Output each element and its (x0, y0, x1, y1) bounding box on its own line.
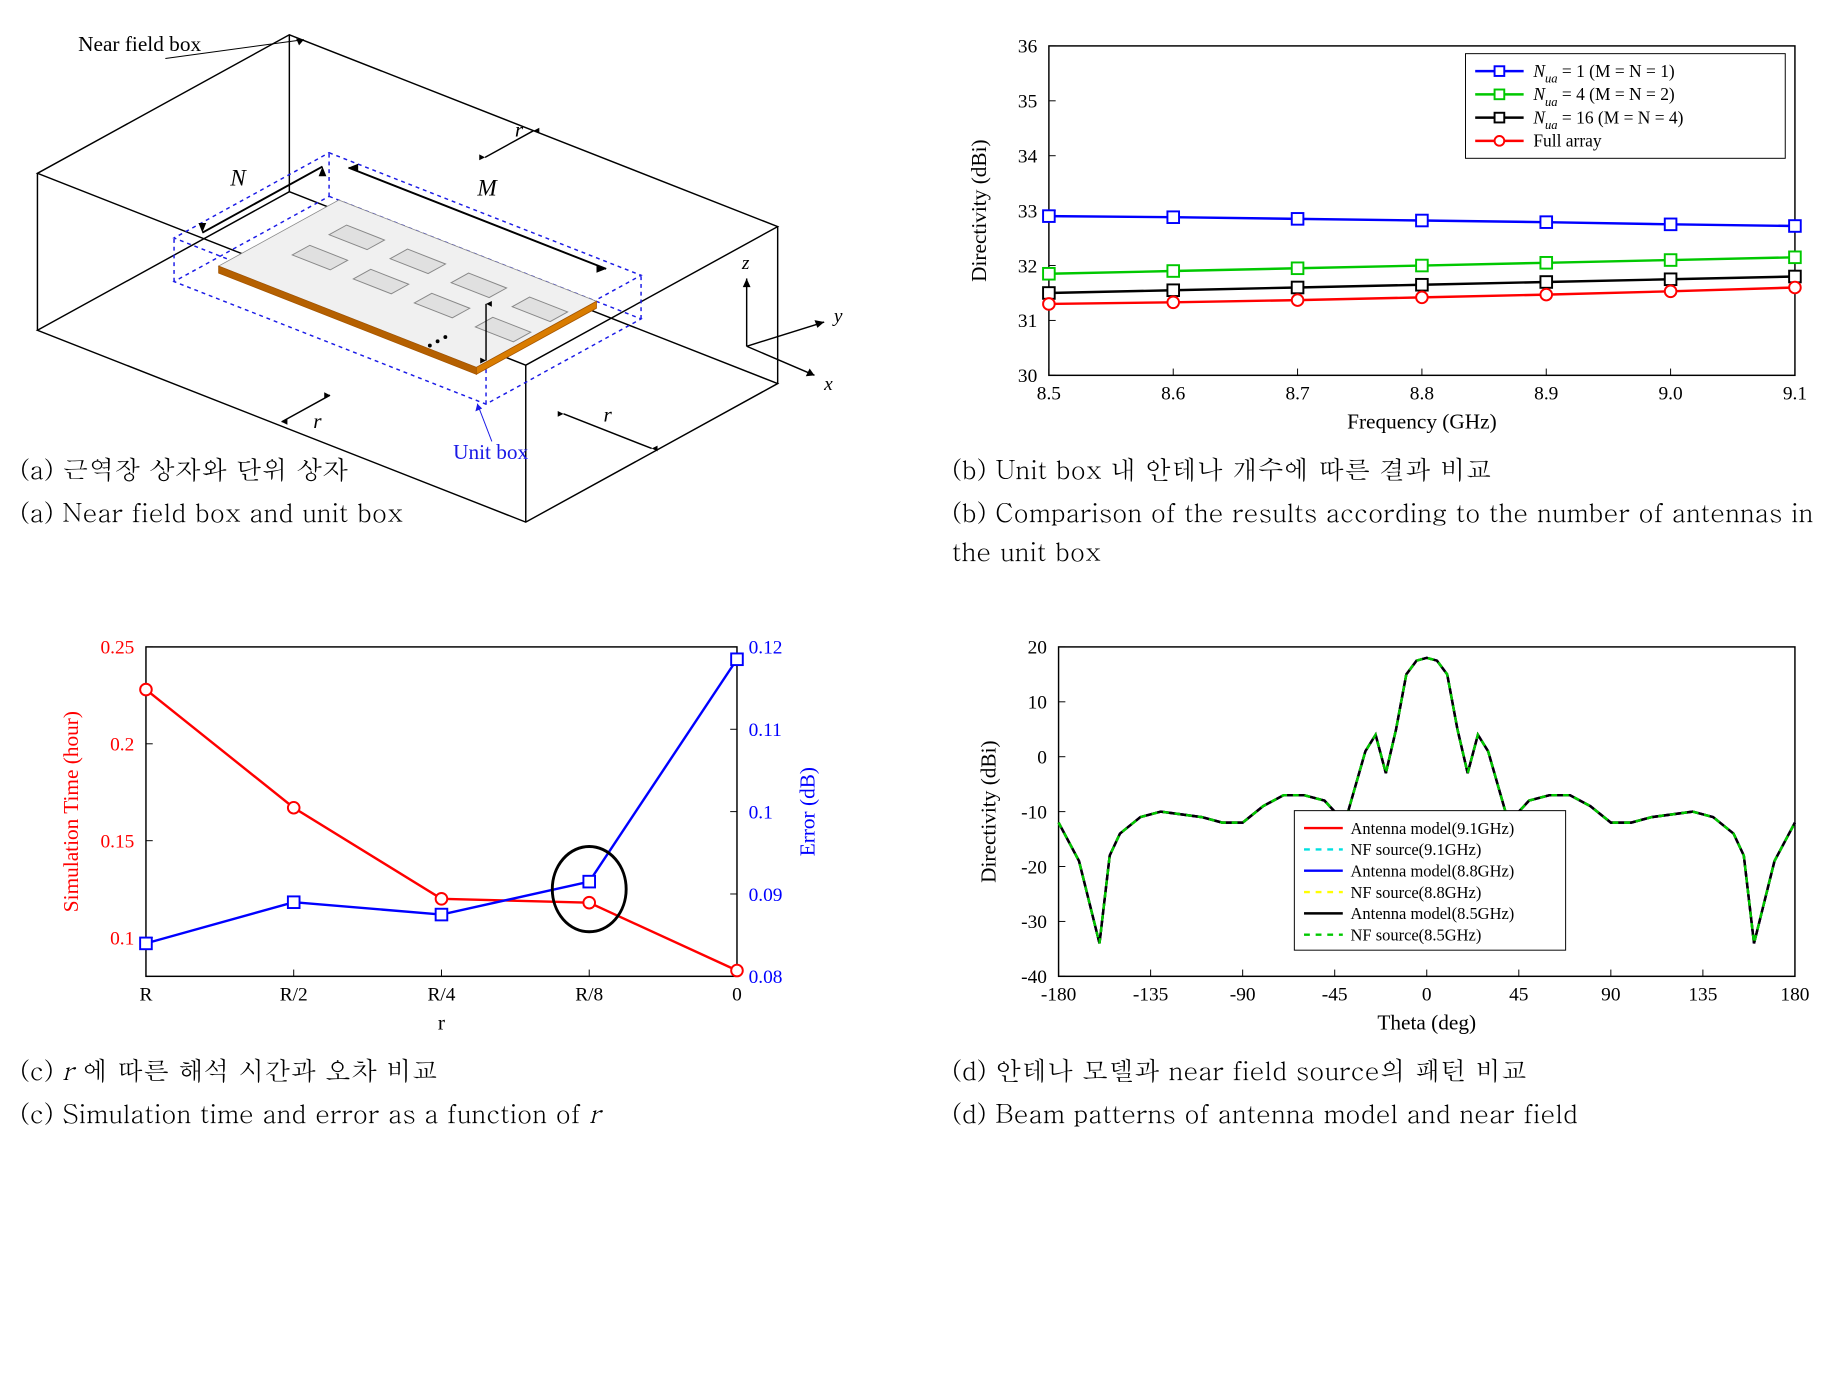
svg-text:9.0: 9.0 (1658, 384, 1682, 405)
panel-b-chart: 8.5 8.6 8.7 8.8 8.9 9.0 9.1 30 31 32 33 34 35 36 Frequ… (952, 20, 1824, 440)
panel-a-caption-ko: (a) 근역장 상자와 단위 상자 (20, 451, 348, 487)
svg-text:9.1: 9.1 (1783, 384, 1807, 405)
panel-a-caption-en: (a) Near field box and unit box (20, 493, 892, 532)
svg-text:Frequency (GHz): Frequency (GHz) (1347, 410, 1497, 434)
svg-text:35: 35 (1018, 92, 1037, 113)
svg-text:x: x (823, 374, 833, 395)
svg-text:Error (dB): Error (dB) (795, 767, 819, 856)
svg-text:8.9: 8.9 (1534, 384, 1558, 405)
svg-text:135: 135 (1688, 985, 1717, 1006)
svg-text:-135: -135 (1133, 985, 1169, 1006)
svg-text:r: r (603, 402, 612, 426)
panel-d: -180-135-90-4504590135180-40-30-20-10010… (952, 621, 1824, 1133)
svg-text:-30: -30 (1021, 912, 1047, 933)
panel-c-caption-en: (c) Simulation time and error as a funct… (20, 1094, 892, 1133)
panel-c-caption-ko: (c) r 에 따른 해석 시간과 오차 비교 (20, 1052, 438, 1088)
panel-c-chart: R R/2 R/4 R/8 0 0.1 0.15 0.2 0.25 0.08 0.09 0.1 0.11… (20, 621, 892, 1041)
svg-text:0: 0 (732, 985, 742, 1006)
svg-text:R: R (139, 985, 152, 1006)
svg-text:y: y (832, 306, 843, 327)
svg-text:R/8: R/8 (575, 985, 603, 1006)
svg-text:8.7: 8.7 (1285, 384, 1310, 405)
svg-text:0.12: 0.12 (749, 638, 783, 659)
svg-text:32: 32 (1018, 256, 1037, 277)
svg-text:Directivity (dBi): Directivity (dBi) (977, 740, 1001, 883)
svg-text:8.8: 8.8 (1410, 384, 1434, 405)
panel-b-caption: (b) Unit box 내 안테나 개수에 따른 결과 비교 (b) Comp… (952, 450, 1824, 571)
svg-text:-40: -40 (1021, 967, 1047, 988)
svg-text:r: r (313, 409, 322, 433)
chart-b-svg: 8.5 8.6 8.7 8.8 8.9 9.0 9.1 30 31 32 33 34 35 36 Frequ… (952, 20, 1824, 440)
svg-text:0: 0 (1037, 748, 1047, 769)
svg-text:0.1: 0.1 (110, 928, 134, 949)
near-field-box-label: Near field box (78, 32, 201, 56)
panel-d-caption-ko: (d) 안테나 모델과 near field source의 패턴 비교 (952, 1052, 1527, 1088)
svg-text:NF source(8.8GHz): NF source(8.8GHz) (1351, 883, 1482, 902)
svg-text:Unit box: Unit box (453, 440, 528, 464)
svg-text:30: 30 (1018, 366, 1037, 387)
svg-text:31: 31 (1018, 311, 1037, 332)
svg-text:-90: -90 (1230, 985, 1256, 1006)
svg-text:36: 36 (1018, 37, 1038, 58)
svg-text:R/4: R/4 (427, 985, 455, 1006)
panel-a-diagram: MNrrrNear field boxUnit boxxyz (20, 20, 892, 440)
panel-a: M Nr r r Near field box Unit box x y z (a) 근역장 상… (20, 20, 892, 571)
svg-text:Full array: Full array (1533, 131, 1602, 151)
svg-text:R/2: R/2 (280, 985, 308, 1006)
svg-text:r: r (438, 1011, 445, 1035)
svg-text:Antenna model(9.1GHz): Antenna model(9.1GHz) (1351, 819, 1515, 838)
svg-text:0.15: 0.15 (100, 831, 134, 852)
svg-text:M: M (476, 176, 498, 202)
svg-text:33: 33 (1018, 201, 1037, 222)
svg-text:-20: -20 (1021, 857, 1047, 878)
svg-text:0.1: 0.1 (749, 802, 773, 823)
svg-text:-10: -10 (1021, 802, 1047, 823)
svg-text:Theta (deg): Theta (deg) (1377, 1011, 1476, 1035)
panel-d-caption: (d) 안테나 모델과 near field source의 패턴 비교 (d)… (952, 1051, 1824, 1133)
svg-text:20: 20 (1028, 638, 1047, 659)
diagram-svg: MNrrrNear field boxUnit boxxyz (20, 20, 892, 440)
svg-text:z: z (741, 253, 750, 274)
svg-text:Directivity (dBi): Directivity (dBi) (967, 139, 991, 282)
svg-text:34: 34 (1018, 147, 1038, 168)
svg-text:8.6: 8.6 (1161, 384, 1186, 405)
svg-text:8.5: 8.5 (1037, 384, 1061, 405)
panel-c-caption: (c) r 에 따른 해석 시간과 오차 비교 (c) Simulation t… (20, 1051, 892, 1133)
svg-text:Antenna model(8.5GHz): Antenna model(8.5GHz) (1351, 904, 1515, 923)
svg-text:90: 90 (1601, 985, 1620, 1006)
chart-d-svg: -180-135-90-4504590135180-40-30-20-10010… (952, 621, 1824, 1041)
svg-text:Simulation Time (hour): Simulation Time (hour) (59, 711, 83, 912)
svg-text:10: 10 (1028, 693, 1047, 714)
svg-text:180: 180 (1780, 985, 1809, 1006)
svg-text:0.11: 0.11 (749, 720, 782, 741)
panel-b-caption-en: (b) Comparison of the results according … (952, 493, 1824, 571)
figure-grid: M Nr r r Near field box Unit box x y z (a) 근역장 상… (20, 20, 1824, 1133)
svg-text:0.08: 0.08 (749, 967, 783, 988)
svg-text:0: 0 (1422, 985, 1432, 1006)
chart-c-svg: R R/2 R/4 R/8 0 0.1 0.15 0.2 0.25 0.08 0.09 0.1 0.11… (20, 621, 892, 1041)
panel-b: 8.5 8.6 8.7 8.8 8.9 9.0 9.1 30 31 32 33 34 35 36 Frequ… (952, 20, 1824, 571)
panel-d-caption-en: (d) Beam patterns of antenna model and n… (952, 1094, 1824, 1133)
svg-text:Antenna model(8.8GHz): Antenna model(8.8GHz) (1351, 862, 1515, 881)
panel-b-caption-ko: (b) Unit box 내 안테나 개수에 따른 결과 비교 (952, 451, 1492, 487)
svg-text:NF source(9.1GHz): NF source(9.1GHz) (1351, 840, 1482, 859)
svg-text:N: N (229, 166, 247, 192)
panel-c: R R/2 R/4 R/8 0 0.1 0.15 0.2 0.25 0.08 0.09 0.1 0.11… (20, 621, 892, 1133)
svg-text:NF source(8.5GHz): NF source(8.5GHz) (1351, 925, 1482, 944)
svg-text:0.25: 0.25 (100, 638, 134, 659)
svg-text:r: r (515, 117, 524, 141)
svg-text:-45: -45 (1322, 985, 1348, 1006)
svg-text:0.09: 0.09 (749, 885, 783, 906)
svg-text:45: 45 (1509, 985, 1528, 1006)
panel-d-chart: -180-135-90-4504590135180-40-30-20-10010… (952, 621, 1824, 1041)
svg-text:0.2: 0.2 (110, 735, 134, 756)
